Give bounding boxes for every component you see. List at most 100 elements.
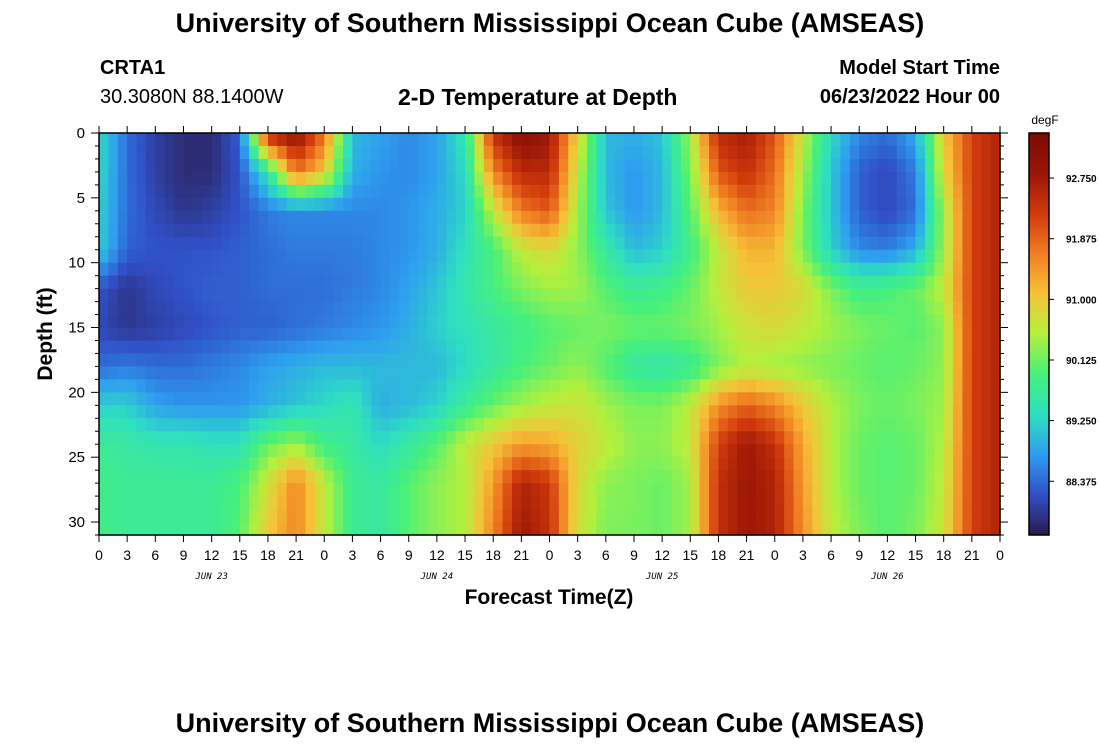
heatmap-cell bbox=[887, 483, 898, 497]
heatmap-cell bbox=[596, 509, 607, 523]
heatmap-cell bbox=[530, 353, 541, 368]
heatmap-cell bbox=[305, 522, 316, 536]
heatmap-cell bbox=[286, 197, 297, 212]
heatmap-cell bbox=[877, 431, 888, 445]
heatmap-cell bbox=[493, 483, 504, 497]
heatmap-cell bbox=[568, 210, 579, 225]
heatmap-cell bbox=[953, 197, 964, 212]
heatmap-cell bbox=[943, 301, 954, 316]
heatmap-cell bbox=[549, 145, 560, 160]
heatmap-cell bbox=[361, 366, 372, 380]
heatmap-cell bbox=[793, 223, 804, 238]
heatmap-cell bbox=[896, 366, 907, 380]
heatmap-cell bbox=[352, 353, 363, 368]
heatmap-cell bbox=[164, 145, 175, 160]
heatmap-cell bbox=[117, 301, 128, 316]
heatmap-cell bbox=[408, 522, 419, 536]
heatmap-cell bbox=[408, 457, 419, 471]
heatmap-cell bbox=[164, 197, 175, 212]
heatmap-cell bbox=[615, 314, 626, 329]
heatmap-cell bbox=[577, 145, 588, 160]
heatmap-cell bbox=[436, 392, 447, 406]
heatmap-cell bbox=[662, 210, 673, 225]
heatmap-cell bbox=[333, 133, 344, 147]
heatmap-cell bbox=[737, 431, 748, 445]
heatmap-cell bbox=[577, 457, 588, 471]
heatmap-cell bbox=[549, 327, 560, 342]
heatmap-cell bbox=[446, 444, 457, 458]
heatmap-cell bbox=[962, 366, 973, 380]
heatmap-cell bbox=[521, 158, 532, 173]
heatmap-cell bbox=[305, 210, 316, 225]
heatmap-cell bbox=[446, 496, 457, 510]
heatmap-cell bbox=[990, 327, 1001, 342]
heatmap-cell bbox=[493, 379, 504, 393]
heatmap-cell bbox=[680, 301, 691, 316]
heatmap-cell bbox=[831, 366, 842, 380]
heatmap-cell bbox=[249, 392, 260, 406]
heatmap-cell bbox=[652, 444, 663, 458]
heatmap-cell bbox=[540, 431, 551, 445]
heatmap-cell bbox=[737, 327, 748, 342]
heatmap-cell bbox=[887, 431, 898, 445]
heatmap-cell bbox=[249, 249, 260, 264]
heatmap-cell bbox=[183, 418, 194, 432]
heatmap-cell bbox=[399, 431, 410, 445]
heatmap-cell bbox=[249, 366, 260, 380]
heatmap-cell bbox=[183, 483, 194, 497]
heatmap-cell bbox=[662, 353, 673, 368]
heatmap-cell bbox=[155, 171, 166, 186]
heatmap-cell bbox=[380, 145, 391, 160]
heatmap-cell bbox=[558, 457, 569, 471]
heatmap-cell bbox=[727, 431, 738, 445]
heatmap-cell bbox=[662, 223, 673, 238]
heatmap-cell bbox=[840, 210, 851, 225]
heatmap-cell bbox=[755, 262, 766, 277]
heatmap-cell bbox=[831, 457, 842, 471]
heatmap-cell bbox=[633, 483, 644, 497]
heatmap-cell bbox=[465, 314, 476, 329]
heatmap-cell bbox=[962, 223, 973, 238]
heatmap-cell bbox=[981, 431, 992, 445]
heatmap-cell bbox=[981, 327, 992, 342]
heatmap-cell bbox=[821, 210, 832, 225]
heatmap-cell bbox=[699, 366, 710, 380]
heatmap-cell bbox=[755, 483, 766, 497]
heatmap-cell bbox=[239, 301, 250, 316]
heatmap-cell bbox=[493, 223, 504, 238]
heatmap-cell bbox=[127, 418, 138, 432]
heatmap-cell bbox=[249, 262, 260, 277]
heatmap-cell bbox=[145, 405, 156, 419]
heatmap-cell bbox=[943, 171, 954, 186]
heatmap-cell bbox=[868, 509, 879, 523]
heatmap-cell bbox=[915, 288, 926, 303]
heatmap-cell bbox=[596, 171, 607, 186]
heatmap-cell bbox=[502, 314, 513, 329]
heatmap-cell bbox=[896, 314, 907, 329]
heatmap-cell bbox=[145, 431, 156, 445]
heatmap-cell bbox=[577, 236, 588, 251]
heatmap-cell bbox=[671, 145, 682, 160]
heatmap-cell bbox=[737, 444, 748, 458]
heatmap-cell bbox=[239, 379, 250, 393]
heatmap-cell bbox=[258, 236, 269, 251]
heatmap-cell bbox=[108, 340, 119, 355]
heatmap-cell bbox=[709, 444, 720, 458]
heatmap-cell bbox=[446, 236, 457, 251]
heatmap-cell bbox=[521, 457, 532, 471]
heatmap-cell bbox=[371, 392, 382, 406]
heatmap-cell bbox=[718, 262, 729, 277]
heatmap-cell bbox=[352, 249, 363, 264]
heatmap-cell bbox=[521, 236, 532, 251]
heatmap-cell bbox=[652, 171, 663, 186]
heatmap-cell bbox=[953, 288, 964, 303]
heatmap-cell bbox=[436, 522, 447, 536]
heatmap-cell bbox=[511, 379, 522, 393]
heatmap-cell bbox=[849, 171, 860, 186]
heatmap-cell bbox=[258, 509, 269, 523]
heatmap-cell bbox=[145, 184, 156, 199]
heatmap-cell bbox=[408, 327, 419, 342]
heatmap-cell bbox=[924, 483, 935, 497]
heatmap-cell bbox=[455, 392, 466, 406]
heatmap-cell bbox=[671, 457, 682, 471]
